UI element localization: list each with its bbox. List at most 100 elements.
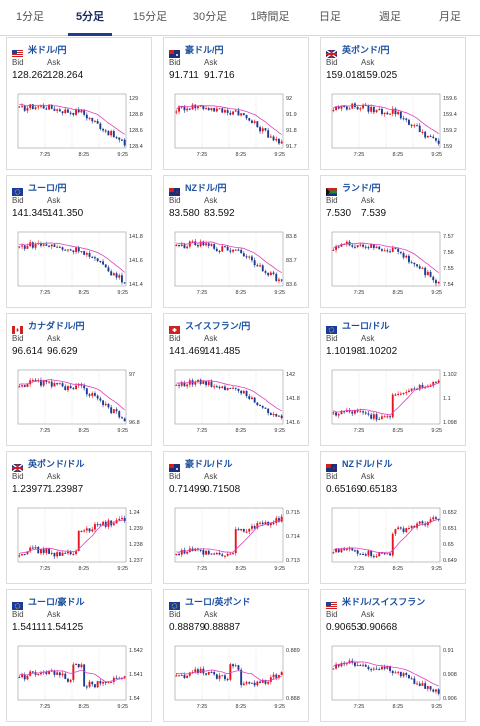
y-tick-label: 97	[129, 372, 135, 378]
candle-body	[94, 684, 96, 688]
candle-body	[175, 675, 178, 677]
tab-7[interactable]: 月足	[439, 11, 461, 23]
candle-body	[67, 678, 69, 682]
candle-body	[61, 552, 64, 556]
rate-card[interactable]: 英ポンド/円 Bid Ask 159.018 159.025 159.6 159.4 159.…	[320, 37, 466, 170]
rate-card[interactable]: カナダドル/円 Bid Ask 96.614 96.629 97 96.8 7:25 8:25 9…	[6, 313, 152, 446]
candle-body	[245, 115, 248, 119]
candle-body	[104, 130, 107, 132]
moving-average-line	[176, 380, 282, 412]
candle-body	[175, 384, 178, 386]
candle-body	[213, 108, 216, 112]
candle-body	[367, 247, 370, 249]
moving-average-line	[333, 242, 439, 273]
rate-card[interactable]: 豪ドル/円 Bid Ask 91.711 91.716 92 91.9 91.8 91.7 7:2…	[163, 37, 309, 170]
pair-name[interactable]: スイスフラン/円	[185, 320, 251, 331]
candle-body	[272, 413, 275, 416]
rate-card[interactable]: ユーロ/円 Bid Ask 141.345 141.350 141.8 141.6 141.4…	[6, 175, 152, 308]
y-tick-label: 96.8	[129, 420, 140, 426]
candle-body	[408, 528, 410, 530]
candle-body	[432, 276, 435, 281]
candle-body	[424, 683, 427, 689]
candle-body	[91, 256, 94, 258]
pair-name[interactable]: 豪ドル/ドル	[185, 458, 233, 469]
card-header: 英ポンド/ドル	[11, 456, 85, 473]
bid-value: 141.345	[12, 208, 49, 219]
rate-card[interactable]: NZドル/ドル Bid Ask 0.65169 0.65183 0.652 0.651 0.6…	[320, 451, 466, 584]
card-header: NZドル/円	[169, 180, 227, 196]
rate-card[interactable]: 米ドル/スイスフラン Bid Ask 0.90653 0.90668 0.91 0.908 0…	[320, 589, 466, 722]
candle-body	[399, 111, 402, 119]
rate-card[interactable]: NZドル/円 Bid Ask 83.580 83.592 83.8 83.7 83.6 7:25…	[163, 175, 309, 308]
pair-name[interactable]: ユーロ/円	[28, 182, 67, 193]
pair-name[interactable]: 英ポンド/ドル	[28, 458, 85, 469]
rate-card[interactable]: 英ポンド/ドル Bid Ask 1.23977 1.23987 1.24 1.239 1.23…	[6, 451, 152, 584]
candle-body	[259, 127, 261, 132]
candle-body	[50, 244, 53, 247]
candle-body	[42, 105, 45, 109]
tab-5[interactable]: 日足	[319, 11, 341, 23]
tab-1[interactable]: 5分足	[60, 0, 120, 36]
pair-name[interactable]: ユーロ/英ポンド	[185, 596, 251, 607]
pair-name[interactable]: 英ポンド/円	[342, 44, 390, 55]
rate-card[interactable]: 米ドル/円 Bid Ask 128.262 128.264 129 128.8 128.6 12…	[6, 37, 152, 170]
candle-body	[61, 673, 64, 676]
candle-body	[245, 531, 248, 533]
candle-body	[213, 672, 216, 675]
rate-card[interactable]: ランド/円 Bid Ask 7.530 7.539 7.57 7.56 7.55 7.54 7:2…	[320, 175, 466, 308]
pair-name[interactable]: ランド/円	[342, 182, 381, 193]
candle-body	[226, 110, 229, 113]
candle-body	[218, 108, 221, 110]
tab-6[interactable]: 週足	[379, 11, 401, 23]
candle-body	[402, 253, 405, 258]
candle-body	[26, 551, 29, 555]
rate-card[interactable]: スイスフラン/円 Bid Ask 141.469 141.485 142 141.8 141.…	[163, 313, 309, 446]
candle-body	[394, 247, 397, 249]
candle-body	[354, 550, 356, 552]
tab-4[interactable]: 1時間足	[250, 11, 290, 23]
tab-2[interactable]: 15分足	[132, 11, 168, 23]
flag-icon	[12, 183, 23, 196]
pair-name[interactable]: NZドル/円	[185, 182, 227, 193]
candle-body	[75, 550, 77, 554]
pair-name[interactable]: 米ドル/円	[28, 44, 67, 55]
tab-0[interactable]: 1分足	[15, 11, 45, 23]
pair-name[interactable]: 米ドル/スイスフラン	[342, 596, 426, 607]
rate-card[interactable]: 豪ドル/ドル Bid Ask 0.71499 0.71508 0.715 0.714 0.71…	[163, 451, 309, 584]
candle-body	[191, 104, 194, 110]
candle-body	[42, 244, 45, 246]
pair-name[interactable]: 豪ドル/円	[185, 44, 224, 55]
y-tick-label: 0.652	[443, 510, 457, 516]
x-tick-label: 8:25	[393, 290, 404, 296]
x-tick-label: 8:25	[79, 704, 90, 710]
candle-body	[69, 249, 72, 251]
rate-card[interactable]: ユーロ/豪ドル Bid Ask 1.54111 1.54125 1.542 1.541 1.5…	[6, 589, 152, 722]
pair-name[interactable]: ユーロ/豪ドル	[28, 596, 85, 607]
flag-icon	[169, 45, 180, 58]
rate-card[interactable]: ユーロ/英ポンド Bid Ask 0.88879 0.88887 0.889 0.888 7:…	[163, 589, 309, 722]
candle-body	[221, 675, 224, 677]
candle-body	[83, 530, 86, 532]
candle-body	[437, 281, 440, 284]
pair-name[interactable]: NZドル/ドル	[342, 458, 393, 469]
candle-body	[435, 517, 437, 519]
candle-body	[210, 553, 213, 555]
rate-card[interactable]: ユーロ/ドル Bid Ask 1.10198 1.10202 1.102 1.1 1.098 7…	[320, 313, 466, 446]
candle-body	[115, 409, 118, 412]
candle-body	[34, 243, 37, 248]
x-tick-label: 8:25	[79, 152, 90, 158]
x-tick-label: 8:25	[393, 704, 404, 710]
ask-label: Ask	[204, 196, 218, 205]
candle-body	[77, 384, 80, 386]
candle-body	[226, 554, 229, 556]
candle-body	[56, 672, 59, 675]
pair-name[interactable]: ユーロ/ドル	[342, 320, 390, 331]
candle-body	[259, 265, 261, 267]
candle-body	[364, 105, 367, 107]
tab-3[interactable]: 30分足	[192, 11, 228, 23]
candle-body	[381, 249, 383, 251]
pair-name[interactable]: カナダドル/円	[28, 320, 85, 331]
candle-body	[416, 264, 418, 267]
timeframe-tabs: 1分足 5分足 15分足 30分足 1時間足 日足 週足 月足	[0, 0, 480, 36]
candle-body	[104, 521, 107, 527]
